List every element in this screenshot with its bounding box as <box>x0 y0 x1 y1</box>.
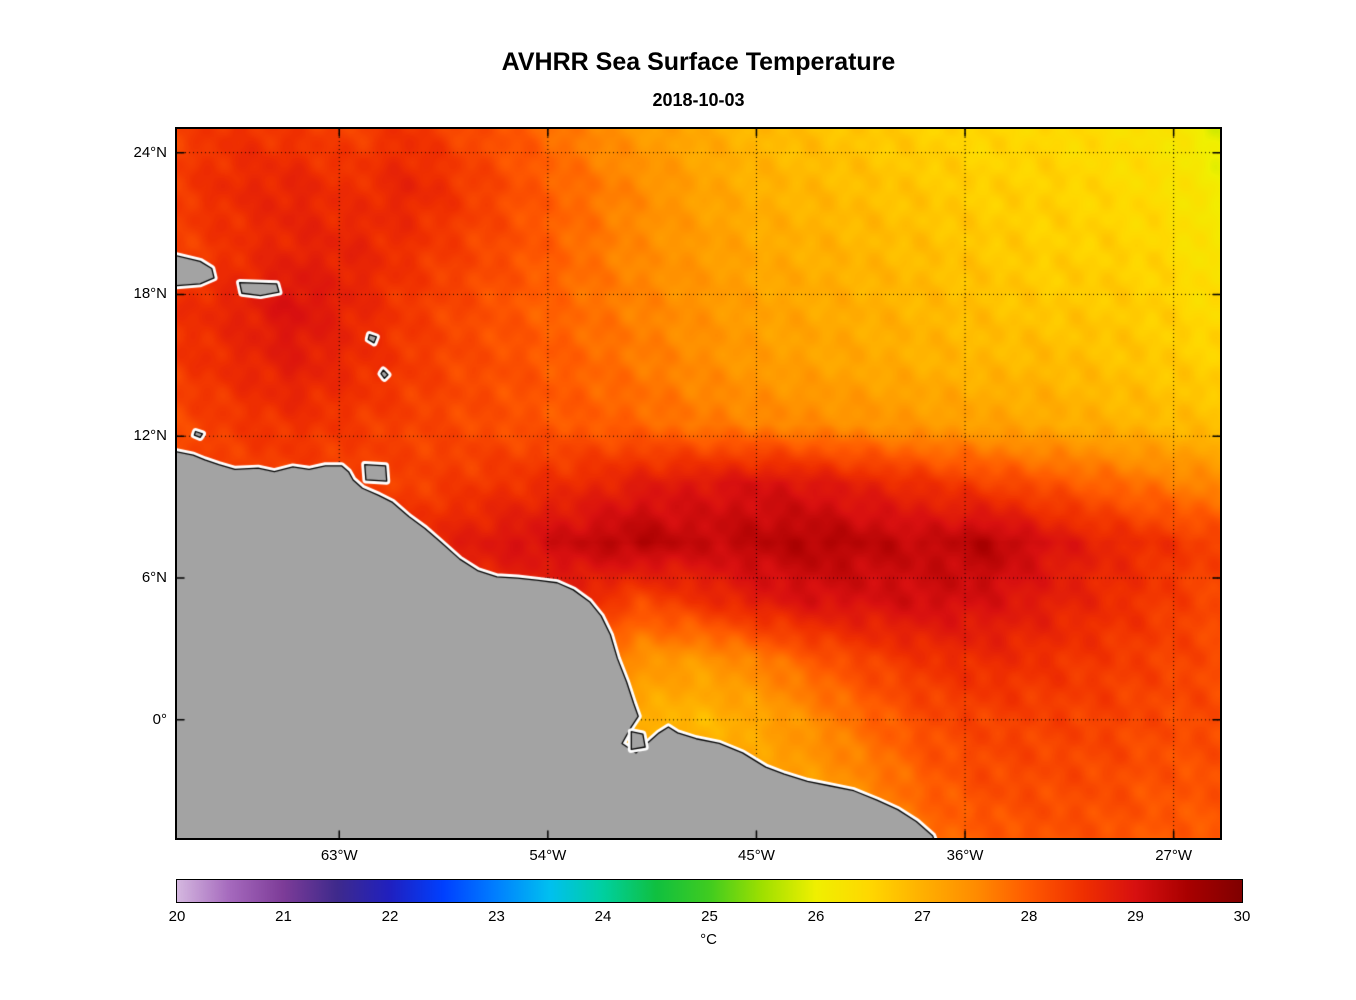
colorbar-tick-label: 26 <box>807 908 825 925</box>
y-tick-label: 18°N <box>133 285 167 303</box>
x-tick-label: 45°W <box>738 847 775 864</box>
y-tick-label: 12°N <box>133 427 167 445</box>
chart-date-subtitle: 2018-10-03 <box>652 90 745 110</box>
sst-heatmap-canvas <box>177 129 1220 838</box>
x-tick-label: 63°W <box>320 847 358 864</box>
chart-title: AVHRR Sea Surface Temperature <box>501 48 896 76</box>
colorbar-tick-label: 29 <box>1127 908 1144 925</box>
colorbar-unit-label: °C <box>700 931 717 948</box>
x-tick-label: 27°W <box>1155 847 1193 864</box>
colorbar-tick-label: 20 <box>168 908 186 925</box>
y-tick-label: 0° <box>152 710 167 728</box>
colorbar-tick-label: 21 <box>275 908 292 925</box>
y-tick-label: 24°N <box>133 143 167 161</box>
colorbar-tick-label: 25 <box>701 908 718 925</box>
colorbar-tick-label: 22 <box>381 908 399 925</box>
map-plot-area <box>175 127 1222 840</box>
colorbar <box>176 879 1243 903</box>
colorbar-tick-label: 28 <box>1020 908 1038 925</box>
x-tick-label: 36°W <box>946 847 984 864</box>
colorbar-tick-label: 23 <box>488 908 505 925</box>
colorbar-tick-label: 27 <box>914 908 931 925</box>
colorbar-tick-label: 30 <box>1233 908 1251 925</box>
x-tick-label: 54°W <box>529 847 567 864</box>
colorbar-tick-label: 24 <box>594 908 612 925</box>
y-tick-label: 6°N <box>141 569 167 587</box>
